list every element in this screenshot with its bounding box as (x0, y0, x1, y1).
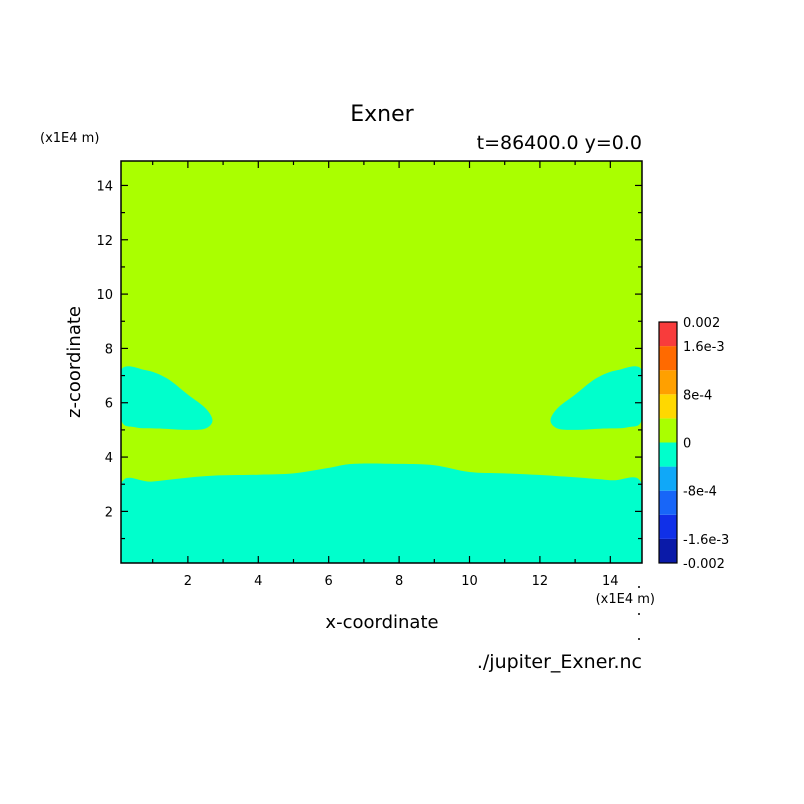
marker-dot (638, 638, 640, 640)
contour-region (121, 366, 213, 430)
colorbar-swatch (659, 418, 677, 443)
colorbar-label: -8e-4 (683, 485, 717, 500)
colorbar-label: 1.6e-3 (683, 340, 725, 355)
contour-region (121, 463, 642, 563)
x-tick-label: 6 (325, 574, 333, 589)
colorbar-label: 0.002 (683, 316, 720, 331)
colorbar-swatch (659, 538, 677, 563)
marker-dot (638, 613, 640, 615)
y-tick-label: 10 (96, 288, 113, 303)
colorbar-swatch (659, 346, 677, 371)
colorbar-swatch (659, 370, 677, 395)
colorbar-swatch (659, 394, 677, 419)
colorbar-label: -1.6e-3 (683, 533, 729, 548)
colorbar: 0.002 1.6e-3 8e-4 0 -8e-4 -1.6e-3 -0.002 (658, 316, 729, 572)
colorbar-swatch (659, 490, 677, 515)
axes: 2 4 6 8 10 12 14 2 4 6 8 10 12 14 (96, 160, 643, 589)
colorbar-swatch (659, 466, 677, 491)
x-tick-label: 10 (461, 574, 478, 589)
y-tick-label: 6 (105, 397, 113, 412)
colorbar-label: -0.002 (683, 557, 725, 572)
x-tick-label: 12 (532, 574, 549, 589)
x-tick-label: 14 (602, 574, 619, 589)
contour-region (550, 366, 642, 430)
x-tick-label: 4 (254, 574, 262, 589)
colorbar-label: 0 (683, 437, 691, 452)
y-unit-label: (x1E4 m) (40, 131, 99, 146)
y-tick-label: 2 (105, 505, 113, 520)
y-axis-label: z-coordinate (64, 306, 85, 418)
colorbar-swatch (659, 514, 677, 539)
colorbar-swatch (659, 442, 677, 467)
x-tick-label: 2 (184, 574, 192, 589)
x-tick-label: 8 (395, 574, 403, 589)
chart-subtitle: t=86400.0 y=0.0 (477, 132, 642, 154)
y-tick-label: 14 (96, 179, 113, 194)
contour-regions (121, 366, 642, 563)
source-file-label: ./jupiter_Exner.nc (477, 651, 642, 673)
chart-title: Exner (350, 102, 414, 127)
y-tick-label: 4 (105, 451, 113, 466)
colorbar-swatch (659, 322, 677, 347)
plot-frame (120, 160, 643, 564)
x-unit-label: (x1E4 m) (596, 592, 655, 607)
colorbar-label: 8e-4 (683, 388, 712, 403)
colorbar-frame (658, 321, 678, 564)
x-axis-label: x-coordinate (325, 612, 438, 633)
marker-dot (638, 586, 640, 588)
y-tick-label: 12 (96, 234, 113, 249)
y-tick-label: 8 (105, 342, 113, 357)
plot-area (121, 161, 642, 563)
